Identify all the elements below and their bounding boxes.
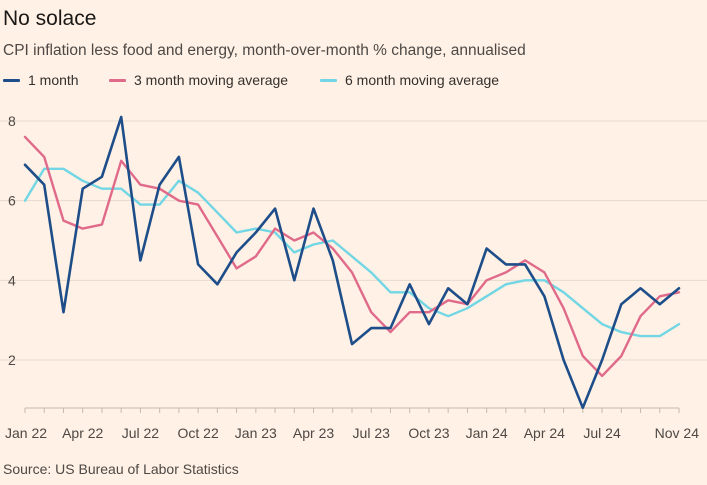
legend-swatch-6-month-moving-average <box>320 78 337 82</box>
gridlines <box>0 120 707 361</box>
x-tick-label: Apr 23 <box>293 425 334 441</box>
chart-subtitle: CPI inflation less food and energy, mont… <box>3 42 526 59</box>
legend-item-6-month-moving-average: 6 month moving average <box>320 72 499 88</box>
x-tick-label: Oct 23 <box>408 425 449 441</box>
series-line-6-month-moving-average <box>23 167 681 338</box>
x-tick-label: Apr 22 <box>62 425 103 441</box>
source-note: Source: US Bureau of Labor Statistics <box>3 461 239 477</box>
series-lines <box>23 115 681 410</box>
y-tick-label-2: 2 <box>8 352 16 368</box>
legend-item-3-month-moving-average: 3 month moving average <box>109 72 288 88</box>
chart-title: No solace <box>3 7 97 30</box>
series-line-1-month <box>23 115 681 410</box>
x-tick-label: Jul 24 <box>583 425 621 441</box>
legend-item-1-month: 1 month <box>3 72 79 88</box>
legend-swatch-3-month-moving-average <box>109 78 126 82</box>
x-tick-label: Jul 23 <box>353 425 391 441</box>
legend-label-1-month: 1 month <box>28 72 79 88</box>
x-tick-label: Jul 22 <box>122 425 160 441</box>
legend-swatch-1-month <box>3 78 20 82</box>
series-line-3-month-moving-average <box>23 135 681 378</box>
legend-label-3-month-moving-average: 3 month moving average <box>134 72 289 88</box>
x-tick-label: Jan 23 <box>235 425 277 441</box>
y-tick-label-6: 6 <box>8 193 16 209</box>
x-tick-label: Nov 24 <box>655 425 700 441</box>
x-tick-label: Apr 24 <box>524 425 565 441</box>
x-tick-label: Jan 22 <box>5 425 47 441</box>
x-tick-label: Jan 24 <box>466 425 508 441</box>
x-axis-tick-labels: Jan 22 Apr 22 Jul 22 Oct 22 Jan 23 Apr 23 Jul … <box>5 425 699 441</box>
y-tick-label-4: 4 <box>8 272 16 288</box>
x-axis <box>24 407 680 413</box>
y-axis-tick-labels: 2 4 6 8 <box>8 113 16 368</box>
y-tick-label-8: 8 <box>8 113 16 129</box>
legend: 1 month 3 month moving average 6 month m… <box>3 72 703 92</box>
x-tick-label: Oct 22 <box>177 425 218 441</box>
legend-label-6-month-moving-average: 6 month moving average <box>345 72 500 88</box>
